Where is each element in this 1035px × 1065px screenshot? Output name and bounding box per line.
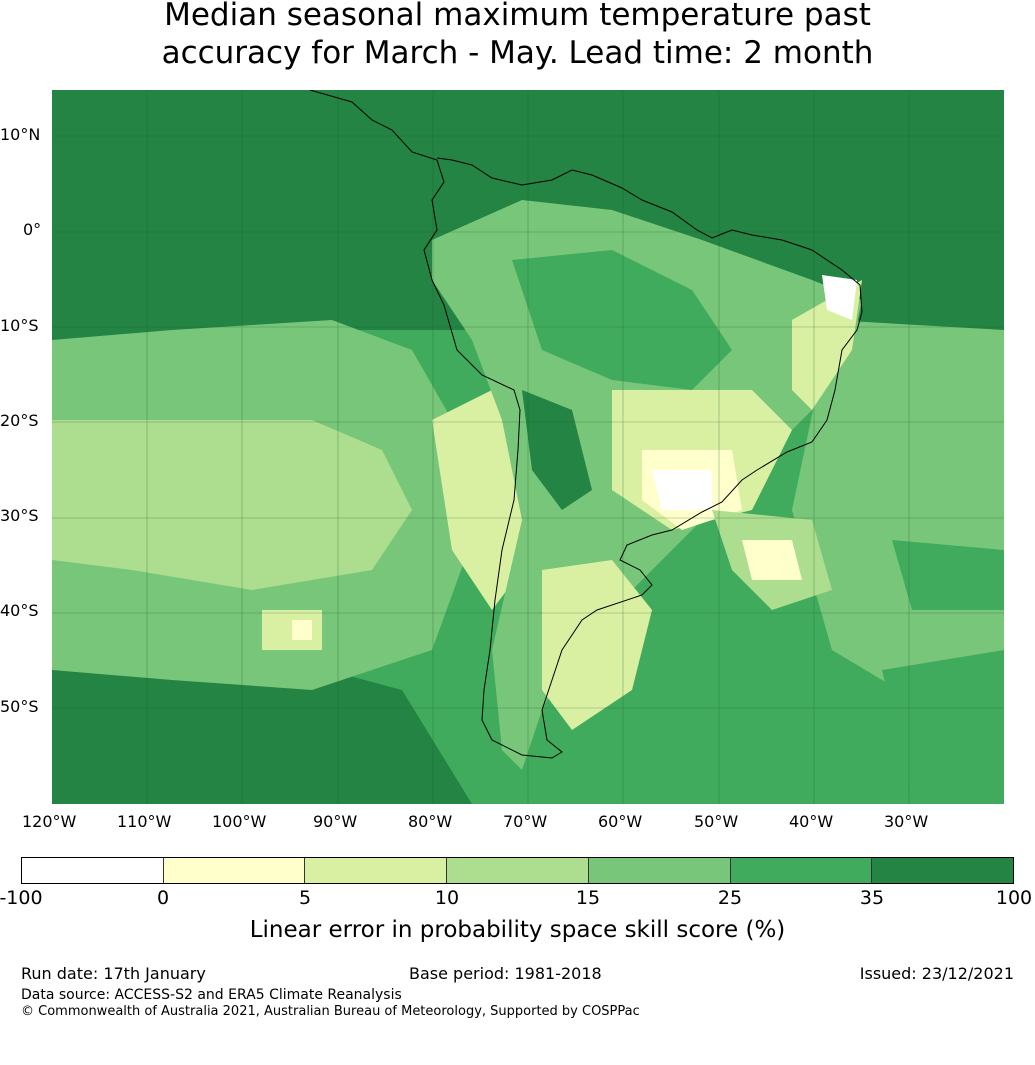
colorbar-label: Linear error in probability space skill … [249,917,786,943]
map-title: Median seasonal maximum temperature past… [0,0,1035,72]
skill-map-svg [52,90,1004,804]
region-dark-atlantic-north [812,90,1004,330]
colorbar-segment [588,858,731,883]
colorbar-tick: 15 [575,887,601,909]
region-dark-pacific-north [52,90,382,390]
region-andes-dark [522,390,592,510]
colorbar-tick: 25 [717,887,743,909]
region-plata-white [652,470,712,510]
lat-label: 50°S [0,697,39,716]
region-coastal-light [432,390,522,610]
colorbar-segment [163,858,306,883]
lon-label: 40°W [789,812,834,831]
lon-label: 80°W [408,812,453,831]
lat-label: 20°S [0,411,39,430]
issued-date: Issued: 23/12/2021 [859,964,1014,983]
region-ne-brazil-white [822,275,857,320]
colorbar-segment [730,858,873,883]
data-source: Data source: ACCESS-S2 and ERA5 Climate … [21,987,402,1003]
region-pacific-spot-inner [292,620,312,640]
lon-label: 100°W [212,812,267,831]
coastline [309,90,863,759]
colorbar-tick: 0 [156,887,170,909]
copyright: © Commonwealth of Australia 2021, Austra… [21,1004,640,1019]
lon-label: 30°W [884,812,929,831]
lat-label: 0° [23,220,42,239]
colorbar-segment [22,858,164,883]
run-date: Run date: 17th January [21,964,206,983]
colorbar-tick: 5 [298,887,312,909]
region-atlantic-south [882,650,1004,804]
region-atlantic-green [892,540,1004,610]
colorbar [21,857,1014,884]
colorbar-segment [872,858,1014,883]
lon-label: 50°W [694,812,739,831]
lat-label: 30°S [0,506,39,525]
colorbar-tick: 10 [434,887,460,909]
colorbar-segment [447,858,589,883]
lon-label: 70°W [503,812,548,831]
base-period: Base period: 1981-2018 [409,964,602,983]
lon-label: 120°W [22,812,77,831]
region-pacific-light [52,420,412,590]
skill-map [52,90,1004,804]
colorbar-tick: 100 [995,887,1033,909]
lat-label: 40°S [0,601,39,620]
title-line-2: accuracy for March - May. Lead time: 2 m… [161,35,874,71]
lon-label: 60°W [598,812,643,831]
lat-label: 10°S [0,316,39,335]
region-dark-pacific-south [52,650,472,804]
region-amazon [512,250,732,390]
lat-label: 10°N [0,125,41,144]
colorbar-segment [305,858,448,883]
lon-label: 90°W [313,812,358,831]
lon-label: 110°W [117,812,172,831]
colorbar-tick: 35 [859,887,885,909]
region-se-ocean-lighter [742,540,802,580]
title-line-1: Median seasonal maximum temperature past [164,0,871,33]
region-atlantic-mid [792,320,1004,710]
colorbar-tick: -100 [0,887,43,909]
region-patagonia-light [542,560,652,730]
graticule [52,90,1004,804]
